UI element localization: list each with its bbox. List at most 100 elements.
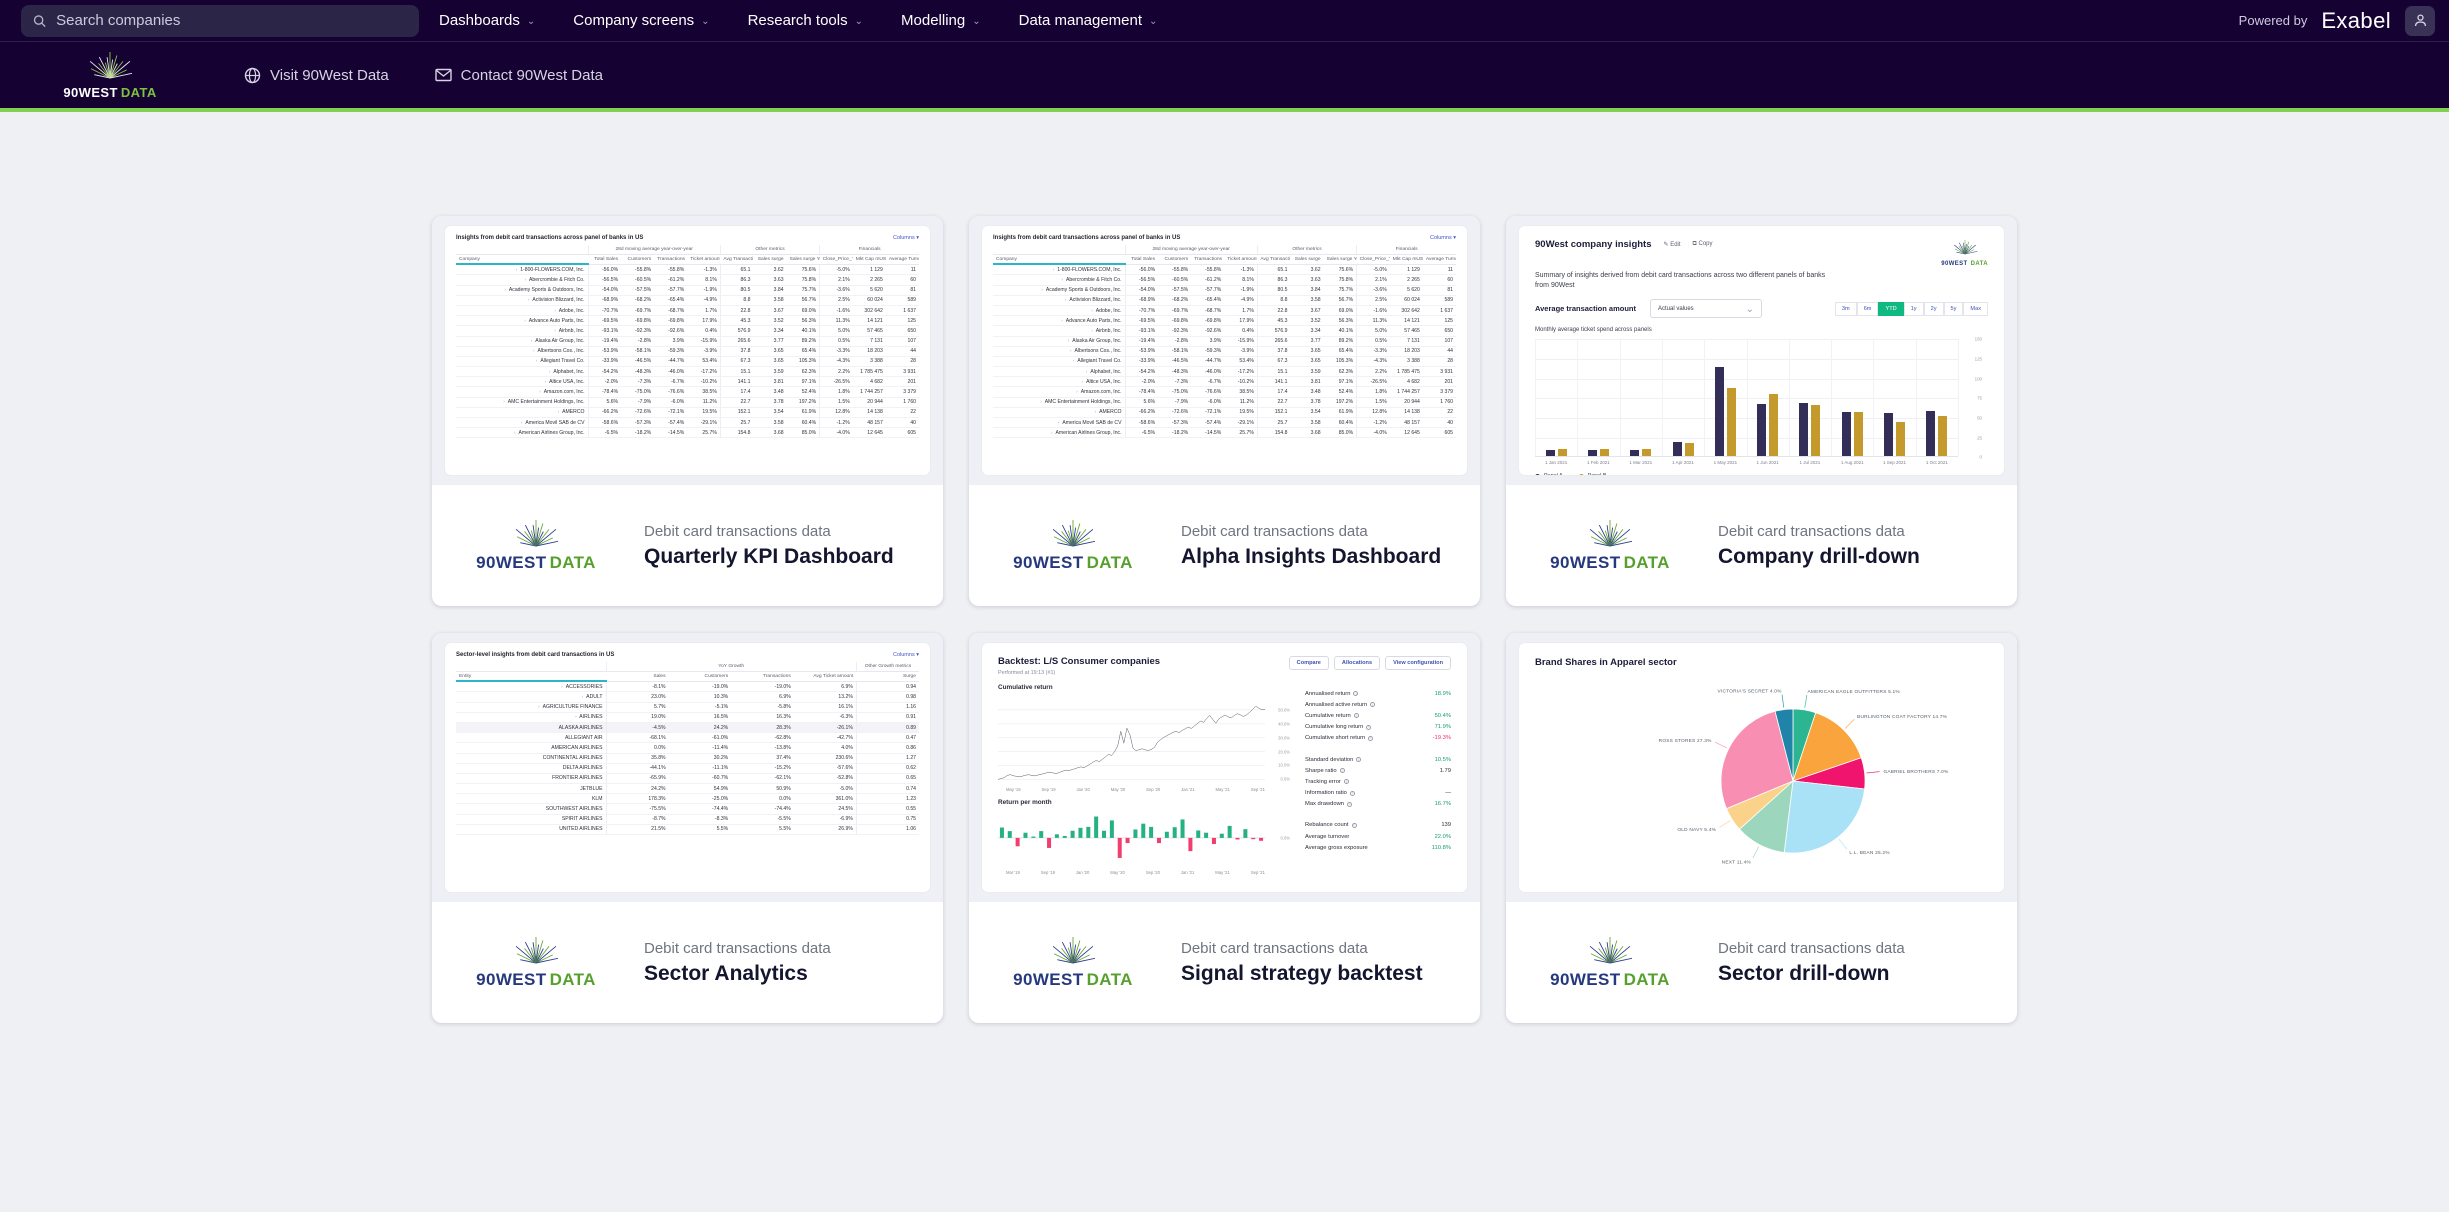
- user-menu-button[interactable]: [2405, 5, 2435, 36]
- range-pill-ytd: YTD: [1878, 301, 1904, 316]
- value-cell: -48.3%: [621, 366, 655, 378]
- value-cell: 60.4%: [1323, 417, 1357, 429]
- gridline: [1661, 339, 1663, 457]
- metric-label: Average transaction amount: [1535, 304, 1636, 314]
- starburst-icon: [1589, 519, 1634, 546]
- table-row: › Academy Sports & Outdoors, Inc. -54.0% -5…: [993, 285, 1456, 296]
- entity-name-cell: AMERICAN AIRLINES: [456, 742, 606, 754]
- columns-button: Columns ▾: [893, 652, 919, 658]
- table-row: › Abercrombie & Fitch Co. -56.5% -60.5% -61.…: [456, 274, 919, 286]
- expand-caret-icon: ›: [1091, 307, 1093, 313]
- entity-name-cell: › Amazon.com, Inc.: [456, 386, 588, 398]
- value-cell: 60 024: [1389, 295, 1423, 306]
- value-cell: 56.3%: [786, 315, 820, 327]
- table-row: CONTINENTAL AIRLINES 35.8% 30.2% 37.4% 230.6…: [456, 753, 919, 764]
- value-cell: -59.3%: [654, 346, 688, 357]
- value-cell: -72.1%: [654, 407, 688, 419]
- contact-90west-link[interactable]: Contact 90West Data: [434, 67, 603, 84]
- value-cell: 80.5: [719, 285, 754, 296]
- value-cell: 17.4: [719, 386, 754, 398]
- value-cell: -66.2%: [1124, 407, 1159, 419]
- column-header: Average Turnover mUSD: [1422, 254, 1456, 265]
- value-cell: -26.1%: [793, 722, 857, 734]
- column-header: Sales surge: [1290, 254, 1324, 265]
- value-cell: 0.89: [855, 722, 919, 734]
- value-cell: 3.84: [1290, 285, 1324, 296]
- value-cell: -18.2%: [621, 427, 655, 439]
- value-cell: 12.8%: [819, 407, 853, 419]
- bar-panel-b: [1853, 412, 1863, 457]
- value-cell: -75.5%: [605, 803, 669, 815]
- table-row: › Advance Auto Parts, Inc. -69.5% -69.8% -69…: [993, 315, 1456, 327]
- value-cell: 44: [1422, 346, 1456, 357]
- expand-caret-icon: ›: [1061, 276, 1064, 282]
- value-cell: 19.0%: [605, 712, 669, 723]
- card-alpha-insights-dashboard[interactable]: Insights from debit card transactions ac…: [969, 216, 1480, 606]
- x-axis-label: 1 Jul 2021: [1799, 460, 1821, 466]
- menu-item-modelling[interactable]: Modelling ⌄: [901, 12, 981, 29]
- value-cell: 53.4%: [1224, 356, 1258, 368]
- bar-panel-b: [1642, 449, 1652, 457]
- table-row: › Alphabet, Inc. -54.2% -48.3% -46.0% -17.2% 1…: [993, 366, 1456, 378]
- column-group-label: Other metrics: [719, 245, 820, 255]
- entity-name-cell: › American Airlines Group, Inc.: [993, 427, 1125, 439]
- value-cell: -75.0%: [621, 386, 655, 398]
- value-cell: 2 265: [1389, 274, 1423, 286]
- value-cell: -78.4%: [587, 386, 622, 398]
- bar-panel-a: [1884, 413, 1894, 457]
- menu-item-data-management[interactable]: Data management ⌄: [1019, 12, 1158, 29]
- value-cell: -57.5%: [621, 285, 655, 296]
- card-footer: 90WEST DATA Debit card transactions data …: [432, 902, 943, 1023]
- table-row: › American Airlines Group, Inc. -6.5% -18.2…: [456, 427, 919, 439]
- pie-label: GABRIEL BROTHERS 7.0%: [1883, 769, 1949, 775]
- value-cell: 3.52: [753, 315, 787, 327]
- value-cell: -42.7%: [793, 732, 857, 744]
- menu-item-research-tools[interactable]: Research tools ⌄: [748, 12, 863, 29]
- stat-row: Standard deviation i 10.5%: [1305, 754, 1451, 765]
- value-cell: -44.1%: [605, 763, 669, 774]
- legend-dot: [1578, 473, 1584, 475]
- card-company-drill-down[interactable]: 90West company insights ✎ Edit ⧉ Copy 90…: [1506, 216, 2017, 606]
- table-row: › Activision Blizzard, Inc. -68.9% -68.2% -6…: [456, 295, 919, 306]
- menu-item-label: Company screens: [573, 12, 695, 29]
- card-sector-drill-down[interactable]: Brand Shares in Apparel sector AMERICAN …: [1506, 633, 2017, 1023]
- search-input[interactable]: [56, 12, 407, 29]
- value-cell: -6.5%: [587, 427, 622, 439]
- menu-item-company-screens[interactable]: Company screens ⌄: [573, 12, 709, 29]
- pie-label: VICTORIA'S SECRET 4.0%: [1718, 688, 1783, 694]
- pie-label: L.L. BEAN 25.2%: [1849, 850, 1890, 856]
- value-cell: -69.8%: [654, 315, 688, 327]
- backtest-buttons: Compare Allocations View configuration: [1288, 656, 1451, 670]
- value-cell: 3.59: [753, 366, 787, 378]
- visit-90west-link[interactable]: Visit 90West Data: [244, 67, 389, 84]
- value-cell: -1.3%: [687, 264, 721, 276]
- value-cell: 650: [885, 325, 919, 337]
- value-cell: 22.8: [719, 305, 754, 317]
- menu-item-dashboards[interactable]: Dashboards ⌄: [439, 12, 535, 29]
- brand-links: Visit 90West Data Contact 90West Data: [244, 67, 603, 84]
- table-row: AMERICAN AIRLINES 0.0% -11.4% -13.8% 4.0% 0.8…: [456, 742, 919, 754]
- expand-caret-icon: ›: [1040, 399, 1042, 405]
- stat-value: —: [1445, 790, 1451, 797]
- info-icon: i: [1351, 822, 1357, 828]
- value-cell: 11: [1422, 264, 1456, 276]
- card-signal-strategy-backtest[interactable]: Backtest: L/S Consumer companies Perform…: [969, 633, 1480, 1023]
- value-cell: 53.4%: [687, 356, 721, 368]
- gridline: [1577, 339, 1579, 457]
- table-row: › 1-800-FLOWERS.COM, Inc. -56.0% -55.8% -55.…: [456, 264, 919, 276]
- value-cell: -52.8%: [793, 773, 857, 785]
- company-search[interactable]: [21, 4, 419, 37]
- value-cell: 3.84: [753, 285, 787, 296]
- value-cell: -68.7%: [1191, 305, 1225, 317]
- value-cell: -68.9%: [1124, 295, 1159, 306]
- card-sector-analytics[interactable]: Sector-level insights from debit card tr…: [432, 633, 943, 1023]
- card-quarterly-kpi-dashboard[interactable]: Insights from debit card transactions ac…: [432, 216, 943, 606]
- legend-item: Panel B: [1578, 473, 1606, 475]
- value-cell: 19.5%: [687, 407, 721, 419]
- columns-button: Columns ▾: [1430, 235, 1456, 241]
- value-cell: 37.4%: [731, 753, 794, 764]
- y-axis-label: 75: [1977, 395, 1982, 401]
- value-cell: 3.58: [1290, 295, 1324, 306]
- value-cell: 12.8%: [1356, 407, 1390, 419]
- value-cell: 230.6%: [793, 753, 857, 764]
